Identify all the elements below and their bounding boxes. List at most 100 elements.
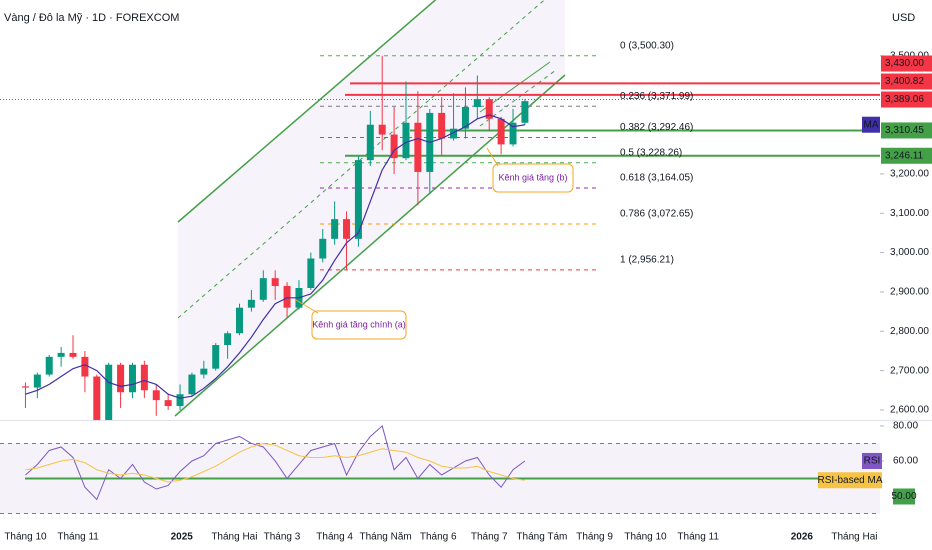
candle-body	[105, 364, 113, 420]
x-tick-label: Tháng 4	[316, 532, 353, 543]
level-tag	[893, 488, 915, 505]
candle-body	[247, 299, 255, 308]
legend-label: MA	[864, 119, 879, 130]
price-tag	[881, 91, 932, 108]
candle-body	[164, 400, 172, 407]
price-tag-label: 3,430.00	[885, 58, 924, 69]
candle-body	[128, 364, 136, 393]
channel-fill	[178, 0, 565, 413]
price-tag-label: 3,400.82	[885, 76, 924, 87]
candle-body	[57, 352, 65, 357]
x-tick-label: 2025	[171, 532, 194, 543]
x-tick-label: Tháng Năm	[360, 532, 412, 543]
fib-label: 0.382 (3,292.46)	[620, 122, 693, 133]
candle-body	[402, 122, 410, 159]
candle-body	[319, 238, 327, 259]
candle-body	[188, 374, 196, 395]
candle-body	[236, 307, 244, 334]
candle-body	[176, 394, 184, 407]
candle-body	[438, 112, 446, 139]
fib-label: 0.786 (3,072.65)	[620, 209, 693, 220]
candle-body	[259, 278, 267, 300]
candle-body	[283, 286, 291, 308]
channel-line	[177, 0, 437, 223]
annotation: Kênh giá tăng chính (a)	[311, 310, 407, 340]
candle-body	[485, 99, 493, 119]
candle-body	[200, 368, 208, 375]
fib-label: 0.236 (3,371.99)	[620, 91, 693, 102]
annotation: Kênh giá tăng (b)	[492, 163, 574, 193]
candle-body	[366, 124, 374, 161]
series-tag	[862, 452, 882, 469]
x-tick-label: Tháng 11	[57, 532, 99, 543]
x-tick-label: Tháng 10	[624, 532, 667, 543]
candle-body	[152, 390, 160, 401]
currency-label: USD	[892, 12, 915, 24]
candle-body	[93, 376, 101, 420]
price-tag	[881, 55, 932, 72]
level-tag-label: 50.00	[891, 491, 916, 502]
x-tick-label: Tháng 11	[677, 532, 719, 543]
rsi-pane	[0, 425, 880, 515]
candle-body	[117, 364, 125, 393]
candle-body	[390, 134, 398, 159]
fib-label: 0.5 (3,228.26)	[620, 147, 682, 158]
candle-body	[45, 356, 53, 375]
x-tick-label: Tháng Tám	[516, 532, 567, 543]
x-tick-label: Tháng 6	[420, 532, 457, 543]
price-tag-label: 3,246.11	[885, 150, 924, 161]
x-tick-label: Tháng Hai	[211, 532, 257, 543]
candle-body	[497, 118, 505, 145]
candle-body	[461, 107, 469, 129]
chart-title: Vàng / Đô la Mỹ · 1D · FOREXCOM	[4, 12, 179, 24]
candle-body	[473, 99, 481, 108]
candle-body	[307, 258, 315, 288]
series-tag	[862, 116, 880, 133]
fib-label: 0 (3,500.30)	[620, 40, 674, 51]
x-tick-label: Tháng 3	[264, 532, 301, 543]
candle-body	[450, 128, 458, 139]
candle-body	[271, 278, 279, 287]
y-tick-label: 3,100.00	[890, 208, 929, 219]
candle-body	[331, 219, 339, 239]
annotation-box	[311, 310, 407, 340]
rsi-line	[25, 425, 526, 501]
candle-body	[212, 345, 220, 369]
candle-body	[69, 352, 77, 357]
y-tick-label: 2,600.00	[890, 405, 929, 416]
price-tag-label: 3,389.06	[885, 94, 924, 105]
candle-body	[343, 219, 351, 239]
y-tick-label: 3,200.00	[890, 169, 929, 180]
annotation-pointer	[486, 147, 499, 167]
price-tag-label: 3,310.45	[885, 125, 924, 136]
x-tick-label: Tháng 9	[576, 532, 613, 543]
annotation-box	[492, 163, 574, 193]
x-tick-label: 2026	[791, 532, 814, 543]
rsi-line	[25, 442, 525, 483]
y-tick-label: 2,700.00	[890, 365, 929, 376]
price-pane	[0, 0, 880, 420]
y-tick-label: 2,800.00	[890, 326, 929, 337]
candle-body	[140, 364, 148, 391]
legend-label: RSI	[864, 456, 881, 467]
x-tick-label: Tháng Hai	[831, 532, 877, 543]
candle-body	[509, 122, 517, 145]
y-tick-label: 3,000.00	[890, 247, 929, 258]
y-tick-label: 60.00	[893, 456, 918, 467]
ma-line	[25, 114, 526, 399]
price-tag	[881, 147, 932, 164]
y-tick-label: 2,900.00	[890, 287, 929, 298]
candle-body	[81, 356, 89, 377]
candle-body	[521, 101, 529, 123]
candle-body	[33, 374, 41, 388]
fib-label: 1 (2,956.21)	[620, 254, 674, 265]
y-tick-label: 80.00	[893, 421, 918, 432]
candle-body	[378, 124, 386, 135]
price-tag	[881, 122, 932, 139]
x-tick-label: Tháng 10	[4, 532, 47, 543]
legend-label: RSI-based MA	[817, 475, 882, 486]
fib-label: 0.618 (3,164.05)	[620, 173, 693, 184]
annotation-text: Kênh giá tăng chính (a)	[312, 319, 406, 329]
annotation-text: Kênh giá tăng (b)	[498, 172, 567, 182]
